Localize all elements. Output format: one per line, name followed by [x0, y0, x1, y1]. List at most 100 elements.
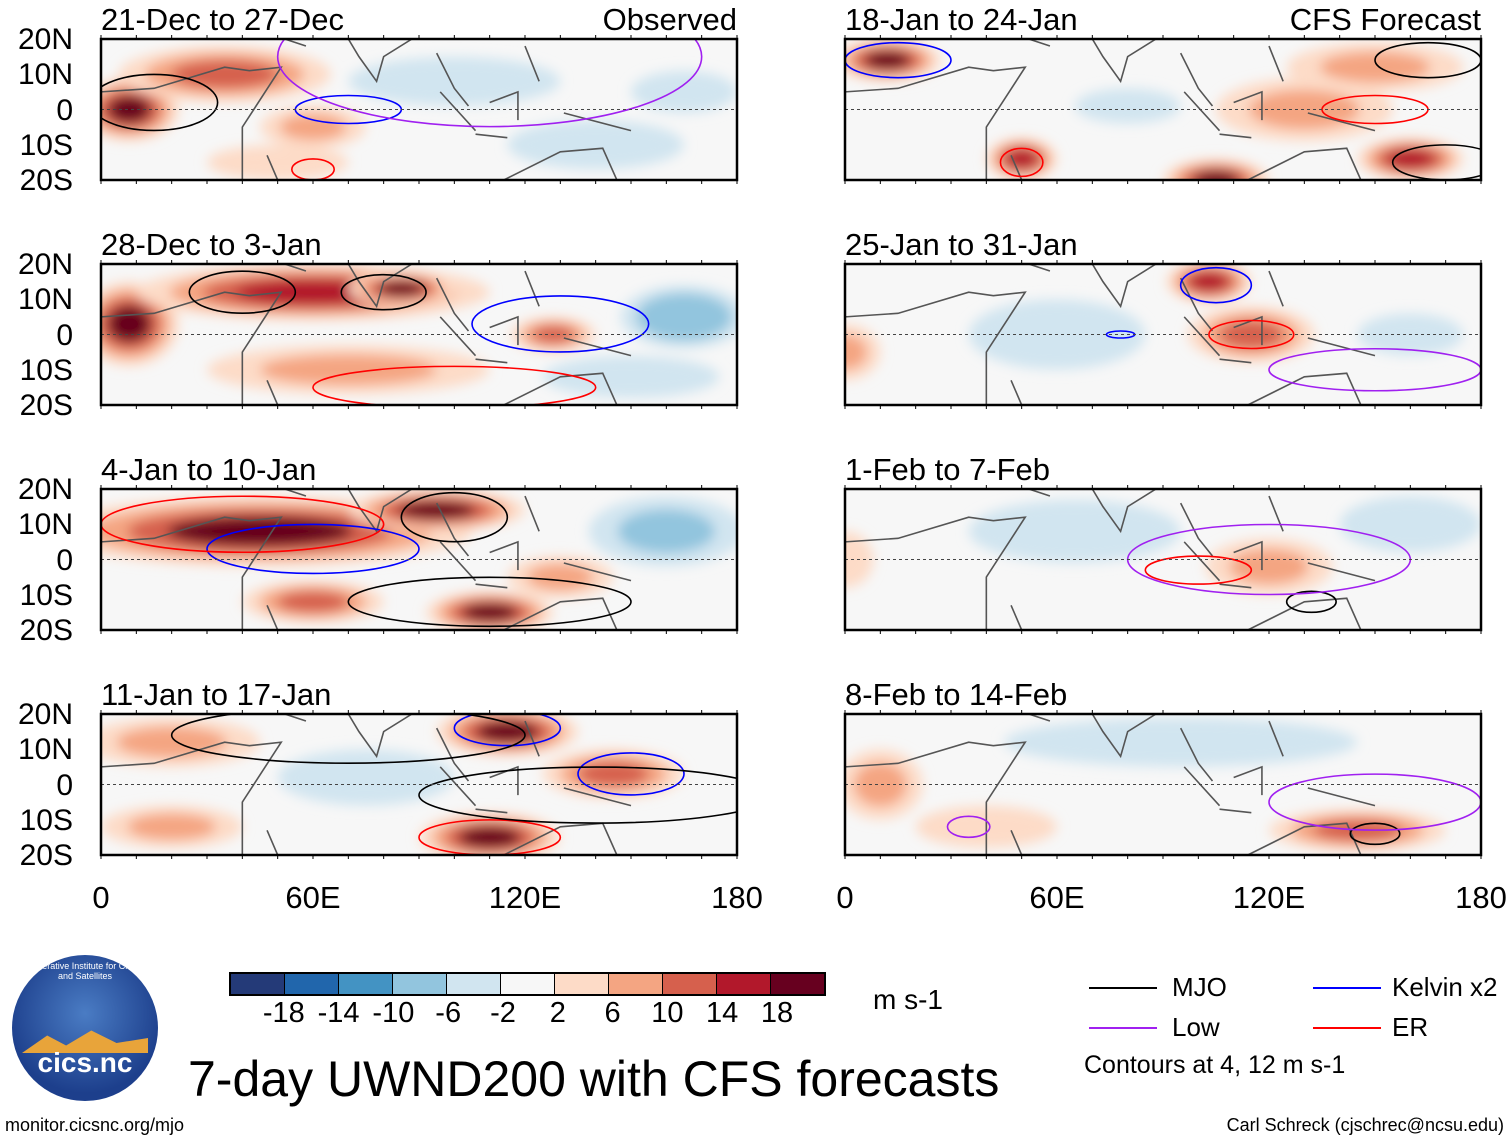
colorbar-swatch: [555, 974, 609, 994]
anomaly-shading: [107, 305, 151, 343]
legend-mjo-line: [1089, 987, 1157, 989]
coastline: [845, 489, 1376, 630]
map-panel: [843, 485, 1483, 634]
anomaly-shading: [107, 95, 151, 124]
map-panel: [99, 710, 739, 859]
anomaly-shading: [652, 301, 716, 333]
wave-contour: [1268, 347, 1481, 392]
panel-title: 1-Feb to 7-Feb: [845, 452, 1051, 487]
logo-arc-text: Cooperative Institute for Climate and Sa…: [20, 961, 150, 981]
legend-er-line: [1313, 1027, 1381, 1029]
colorbar-swatch: [717, 974, 771, 994]
legend-low-label: Low: [1172, 1012, 1220, 1042]
y-tick-label: 20N: [17, 698, 73, 731]
anomaly-shading: [542, 355, 720, 398]
anomaly-shading: [167, 515, 353, 547]
anomaly-shading: [310, 759, 422, 795]
anomaly-shading: [527, 564, 594, 591]
x-tick-label: 120E: [1232, 880, 1306, 915]
legend-kelvin-label: Kelvin x2: [1392, 972, 1498, 1002]
anomaly-shading: [476, 720, 539, 743]
map-panel: [843, 260, 1483, 409]
wave-contour: [206, 523, 420, 575]
wave-contour: [418, 766, 737, 824]
colorbar-swatch: [501, 974, 555, 994]
y-tick-label: 10N: [17, 508, 73, 542]
colorbar-label: -18: [262, 997, 305, 1029]
colorbar-label: 18: [760, 997, 794, 1029]
wave-contour: [471, 295, 650, 353]
y-tick-label: 0: [56, 318, 73, 352]
colorbar-label: 6: [604, 997, 621, 1029]
colorbar-units: m s-1: [873, 984, 943, 1015]
y-tick-label: 20S: [19, 614, 73, 647]
y-tick-label: 0: [56, 93, 73, 127]
coastline: [101, 489, 632, 630]
colorbar-swatch: [447, 974, 501, 994]
y-tick-label: 20S: [19, 164, 73, 197]
y-tick-label: 20N: [17, 473, 73, 506]
cics-logo: Cooperative Institute for Climate and Sa…: [12, 955, 158, 1101]
x-tick-label: 0: [92, 880, 110, 915]
anomaly-shading: [1319, 51, 1431, 83]
anomaly-shading: [398, 500, 476, 520]
anomaly-shading: [1004, 717, 1358, 767]
wave-contour: [276, 39, 703, 128]
panel-title: 18-Jan to 24-Jan: [845, 2, 1078, 37]
wave-contour: [946, 815, 991, 839]
y-tick-label: 10S: [19, 803, 73, 837]
anomaly-shading: [1190, 272, 1228, 291]
y-tick-label: 10N: [17, 283, 73, 317]
anomaly-shading: [1192, 170, 1240, 180]
colorbar-label: -14: [317, 997, 360, 1029]
x-tick-label: 0: [836, 880, 854, 915]
anomaly-shading: [540, 129, 651, 161]
anomaly-shading: [845, 334, 868, 370]
wave-contour: [188, 270, 297, 315]
x-tick-label: 180: [1455, 880, 1507, 915]
anomaly-shading: [1094, 95, 1161, 117]
colorbar-label: 14: [706, 997, 739, 1029]
wave-contour: [1179, 266, 1253, 304]
wave-contour: [101, 495, 385, 554]
wave-contour: [1349, 822, 1401, 846]
map-panel: [843, 35, 1483, 184]
anomaly-shading: [348, 56, 561, 106]
panel-title: 21-Dec to 27-Dec: [101, 2, 344, 37]
colorbar-swatch: [663, 974, 717, 994]
legend-contour-note: Contours at 4, 12 m s-1: [1084, 1051, 1346, 1079]
colorbar-label: -6: [435, 997, 462, 1029]
wave-contour: [845, 41, 952, 79]
x-tick-label: 180: [711, 880, 763, 915]
anomaly-shading: [1006, 149, 1038, 169]
coastline: [101, 39, 632, 180]
colorbar: [229, 972, 826, 996]
coastline: [845, 39, 1376, 180]
y-tick-label: 10S: [19, 128, 73, 162]
y-tick-label: 20S: [19, 839, 73, 872]
anomaly-shading: [1008, 511, 1141, 551]
y-tick-label: 20N: [17, 248, 73, 281]
panel-title: 8-Feb to 14-Feb: [845, 677, 1068, 712]
wave-contour: [400, 491, 509, 543]
anomaly-shading: [631, 70, 737, 113]
panel-title: 11-Jan to 17-Jan: [101, 677, 332, 712]
y-tick-label: 10N: [17, 58, 73, 92]
y-tick-label: 0: [56, 543, 73, 577]
wave-contour: [170, 714, 526, 764]
footer-url[interactable]: monitor.cicsnc.org/mjo: [5, 1115, 185, 1135]
y-tick-label: 10S: [19, 578, 73, 612]
wave-contour: [347, 576, 632, 628]
anomaly-shading: [171, 60, 278, 89]
y-tick-label: 10S: [19, 353, 73, 387]
colorbar-swatch: [285, 974, 339, 994]
coastline: [101, 714, 632, 855]
anomaly-shading: [1229, 549, 1309, 585]
anomaly-shading: [277, 591, 349, 613]
legend-kelvin-line: [1313, 987, 1381, 989]
colorbar-swatch: [231, 974, 285, 994]
y-tick-label: 20S: [19, 389, 73, 422]
colorbar-swatch: [771, 974, 824, 994]
figure-title: 7-day UWND200 with CFS forecasts: [188, 1051, 1000, 1107]
